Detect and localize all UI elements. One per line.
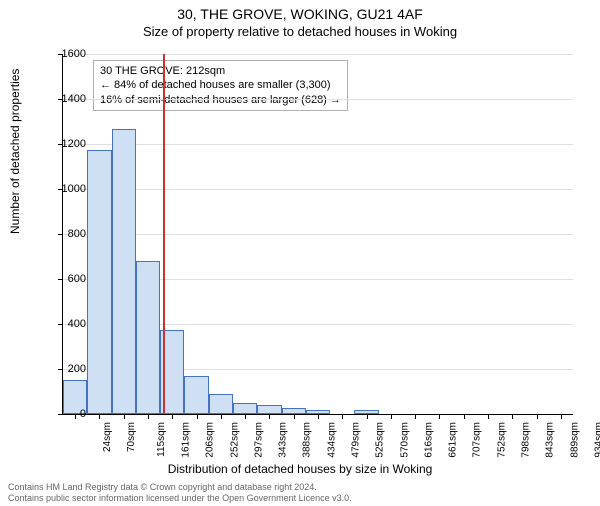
x-tick-mark [488, 414, 489, 419]
x-tick-mark [391, 414, 392, 419]
grid-line [63, 189, 573, 190]
x-tick-label: 843sqm [545, 422, 556, 458]
x-tick-label: 616sqm [423, 422, 434, 458]
footer-line1: Contains HM Land Registry data © Crown c… [8, 482, 592, 493]
y-tick-label: 0 [46, 408, 86, 420]
x-tick-label: 889sqm [569, 422, 580, 458]
x-tick-mark [318, 414, 319, 419]
x-tick-label: 525sqm [375, 422, 386, 458]
x-tick-mark [197, 414, 198, 419]
x-tick-mark [148, 414, 149, 419]
footer-attribution: Contains HM Land Registry data © Crown c… [8, 482, 592, 504]
y-tick-label: 600 [46, 273, 86, 285]
page-subtitle: Size of property relative to detached ho… [0, 24, 600, 39]
x-axis-label: Distribution of detached houses by size … [0, 462, 600, 476]
x-tick-mark [537, 414, 538, 419]
histogram-bar [233, 403, 257, 414]
x-tick-label: 934sqm [593, 422, 600, 458]
x-tick-mark [124, 414, 125, 419]
x-tick-label: 206sqm [205, 422, 216, 458]
x-tick-label: 161sqm [181, 422, 192, 458]
x-tick-label: 752sqm [496, 422, 507, 458]
x-tick-mark [561, 414, 562, 419]
y-tick-label: 200 [46, 363, 86, 375]
histogram-bar [257, 405, 281, 414]
histogram-bar [112, 129, 136, 414]
x-tick-mark [99, 414, 100, 419]
x-tick-mark [172, 414, 173, 419]
x-tick-mark [294, 414, 295, 419]
x-tick-label: 798sqm [521, 422, 532, 458]
x-tick-mark [245, 414, 246, 419]
chart-plot-area: 30 THE GROVE: 212sqm ← 84% of detached h… [62, 54, 573, 415]
x-tick-mark [367, 414, 368, 419]
x-tick-label: 70sqm [126, 422, 137, 452]
y-tick-label: 400 [46, 318, 86, 330]
footer-line2: Contains public sector information licen… [8, 493, 592, 504]
x-tick-mark [269, 414, 270, 419]
grid-line [63, 144, 573, 145]
histogram-bar [87, 150, 111, 414]
x-tick-mark [439, 414, 440, 419]
annotation-line1: 30 THE GROVE: 212sqm [100, 64, 341, 78]
x-tick-label: 388sqm [302, 422, 313, 458]
x-tick-label: 297sqm [253, 422, 264, 458]
page-title: 30, THE GROVE, WOKING, GU21 4AF [0, 6, 600, 22]
histogram-bar [184, 376, 208, 414]
subject-property-marker [163, 54, 165, 414]
annotation-box: 30 THE GROVE: 212sqm ← 84% of detached h… [93, 60, 348, 111]
x-tick-label: 570sqm [399, 422, 410, 458]
histogram-bar [136, 261, 160, 414]
grid-line [63, 99, 573, 100]
histogram-bar [209, 394, 233, 414]
x-tick-label: 24sqm [102, 422, 113, 452]
grid-line [63, 54, 573, 55]
x-tick-mark [342, 414, 343, 419]
x-tick-label: 252sqm [229, 422, 240, 458]
y-tick-label: 1200 [46, 138, 86, 150]
y-tick-label: 800 [46, 228, 86, 240]
x-tick-label: 343sqm [278, 422, 289, 458]
x-tick-mark [512, 414, 513, 419]
grid-line [63, 234, 573, 235]
x-tick-mark [464, 414, 465, 419]
x-tick-label: 115sqm [156, 422, 167, 457]
x-tick-mark [415, 414, 416, 419]
y-axis-label: Number of detached properties [8, 69, 22, 234]
x-tick-label: 661sqm [448, 422, 459, 458]
y-tick-label: 1000 [46, 183, 86, 195]
y-tick-label: 1600 [46, 48, 86, 60]
x-tick-label: 479sqm [351, 422, 362, 458]
annotation-line2: ← 84% of detached houses are smaller (3,… [100, 78, 341, 92]
x-tick-label: 434sqm [326, 422, 337, 458]
x-tick-mark [221, 414, 222, 419]
y-tick-label: 1400 [46, 93, 86, 105]
x-tick-label: 707sqm [472, 422, 483, 458]
chart-container: 30, THE GROVE, WOKING, GU21 4AF Size of … [0, 6, 600, 506]
